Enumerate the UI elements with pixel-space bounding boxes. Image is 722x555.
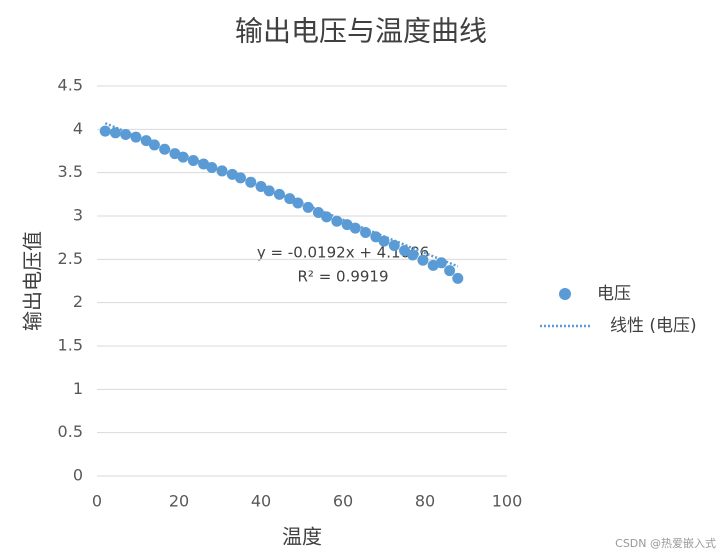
y-tick-label: 2 xyxy=(73,292,83,311)
y-tick-label: 1 xyxy=(73,379,83,398)
y-axis-title: 输出电压值 xyxy=(21,231,45,331)
legend-marker xyxy=(559,288,571,300)
data-point xyxy=(130,131,142,143)
y-tick-label: 0.5 xyxy=(58,422,83,441)
data-point xyxy=(187,155,199,167)
x-tick-label: 40 xyxy=(251,492,271,511)
x-tick-label: 100 xyxy=(492,492,523,511)
trend-line xyxy=(104,122,459,268)
x-tick-label: 60 xyxy=(333,492,353,511)
y-tick-label: 3.5 xyxy=(58,162,83,181)
data-point xyxy=(206,161,218,173)
data-point xyxy=(399,245,410,257)
y-tick-label: 2.5 xyxy=(58,249,83,268)
y-tick-label: 0 xyxy=(73,466,83,485)
y-tick-label: 3 xyxy=(73,206,83,225)
y-tick-label: 4.5 xyxy=(58,76,83,95)
data-point xyxy=(321,211,333,223)
legend-label: 电压 xyxy=(597,284,631,304)
watermark: CSDN @热爱嵌入式 xyxy=(615,537,716,550)
data-point xyxy=(216,165,228,177)
x-tick-label: 0 xyxy=(92,492,102,511)
y-tick-label: 1.5 xyxy=(58,336,83,355)
x-tick-label: 20 xyxy=(169,492,189,511)
data-point xyxy=(407,249,419,261)
data-point xyxy=(99,125,111,137)
legend-label: 线性 (电压) xyxy=(610,316,697,336)
trend-equation: y = -0.0192x + 4.1086 xyxy=(257,244,429,262)
data-point xyxy=(388,239,400,251)
data-point xyxy=(417,254,429,266)
data-point xyxy=(109,127,121,139)
x-axis-title: 温度 xyxy=(282,525,322,549)
x-tick-label: 80 xyxy=(415,492,435,511)
data-point xyxy=(302,201,314,213)
data-point xyxy=(284,193,296,205)
trend-r2: R² = 0.9919 xyxy=(297,268,388,286)
y-tick-label: 4 xyxy=(73,119,83,138)
chart-title: 输出电压与温度曲线 xyxy=(235,15,487,48)
data-point xyxy=(148,139,160,151)
data-point xyxy=(444,265,456,277)
data-point xyxy=(370,231,382,243)
data-point xyxy=(360,226,372,238)
data-point xyxy=(452,272,464,284)
data-point xyxy=(435,257,447,269)
data-point xyxy=(331,215,343,227)
